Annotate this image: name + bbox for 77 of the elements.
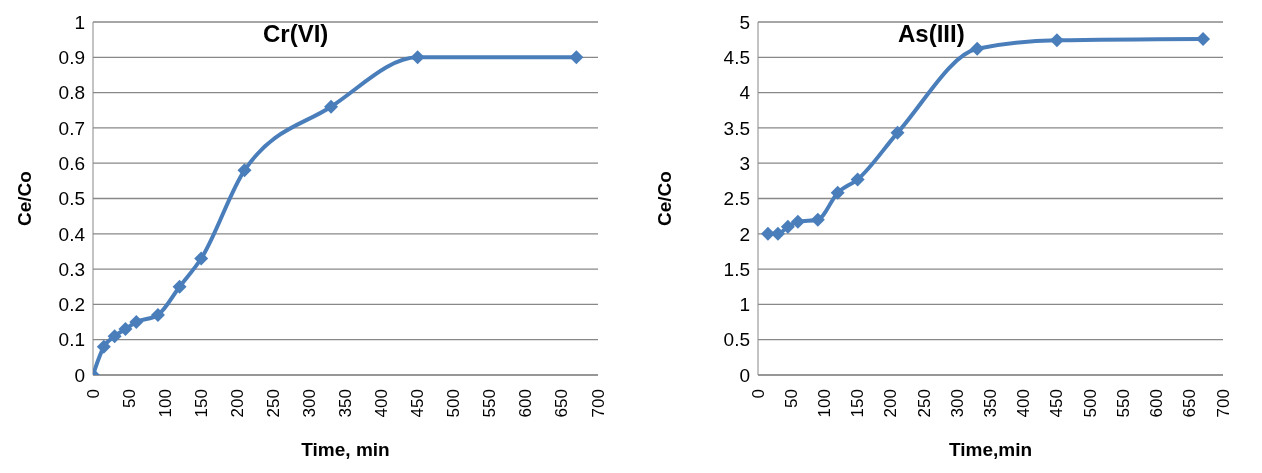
y-tick-label: 4: [739, 82, 751, 104]
x-tick-label: 100: [814, 389, 834, 418]
y-axis-title: Ce/Co: [13, 171, 35, 226]
point: [107, 329, 122, 344]
point: [194, 251, 209, 266]
point: [1196, 31, 1211, 46]
x-tick-label: 500: [1080, 389, 1100, 418]
x-tick-label: 500: [444, 389, 464, 418]
y-tick-label: 4.5: [723, 47, 750, 69]
point: [172, 279, 187, 294]
x-tick-label: 350: [336, 389, 355, 418]
x-tick-label: 400: [1014, 389, 1034, 418]
point: [780, 219, 795, 234]
x-tick-label: 0: [748, 389, 768, 399]
x-tick-label: 550: [480, 389, 500, 418]
y-tick-label: 0.2: [58, 294, 85, 316]
x-tick-label: 650: [1180, 389, 1200, 418]
y-tick-label: 3.5: [723, 117, 750, 139]
x-tick-label: 0: [83, 389, 103, 399]
x-tick-label: 250: [914, 389, 934, 418]
chart-title: Cr(VI): [263, 20, 329, 48]
point: [1049, 33, 1064, 48]
x-tick-label: 50: [781, 389, 801, 408]
x-tick-label: 600: [1147, 389, 1167, 418]
x-tick-label: 300: [947, 389, 967, 418]
x-axis-title: Time, min: [301, 439, 390, 460]
x-tick-label: 700: [588, 389, 608, 418]
y-tick-label: 1: [739, 294, 750, 316]
x-tick-label: 150: [191, 389, 211, 418]
x-tick-label: 650: [552, 389, 572, 418]
x-tick-label: 50: [119, 389, 139, 408]
point: [790, 214, 805, 229]
y-tick-label: 0.8: [58, 82, 85, 104]
x-tick-label: 200: [881, 389, 901, 418]
x-tick-label: 600: [516, 389, 536, 418]
point: [850, 172, 865, 187]
y-tick-label: 2.5: [723, 188, 750, 210]
point: [150, 307, 165, 322]
point: [970, 41, 985, 56]
point: [810, 212, 825, 227]
point: [830, 185, 845, 200]
y-tick-label: 0.4: [58, 223, 86, 245]
y-tick-label: 0.1: [58, 329, 85, 351]
point: [237, 163, 252, 178]
x-tick-label: 250: [263, 389, 283, 418]
y-tick-label: 0.3: [58, 258, 85, 280]
y-tick-label: 0.6: [58, 152, 85, 174]
x-tick-label: 200: [227, 389, 247, 418]
x-tick-label: 550: [1113, 389, 1133, 418]
y-tick-label: 5: [739, 11, 750, 33]
x-axis-title: Time,min: [948, 439, 1033, 460]
y-tick-label: 0.9: [58, 47, 85, 69]
point: [118, 322, 133, 337]
x-tick-label: 700: [1213, 389, 1233, 418]
chart-title: As(III): [898, 20, 965, 48]
point: [410, 50, 425, 65]
y-tick-label: 0.5: [58, 188, 85, 210]
x-tick-label: 100: [155, 389, 175, 418]
y-tick-label: 0.5: [723, 329, 750, 351]
y-tick-label: 1: [74, 11, 85, 33]
point: [129, 315, 144, 330]
x-tick-label: 450: [1047, 389, 1067, 418]
x-tick-label: 150: [848, 389, 868, 418]
y-tick-label: 0.7: [58, 117, 85, 139]
x-tick-label: 300: [299, 389, 319, 418]
point: [96, 339, 111, 354]
point: [890, 125, 905, 140]
y-axis-title: Ce/Co: [653, 171, 675, 226]
y-tick-label: 1.5: [723, 258, 750, 280]
point: [760, 226, 775, 241]
point: [324, 99, 339, 114]
y-tick-label: 2: [739, 223, 750, 245]
x-tick-label: 400: [372, 389, 392, 418]
x-tick-label: 450: [408, 389, 428, 418]
x-tick-label: 350: [981, 389, 1000, 418]
y-tick-label: 3: [739, 152, 750, 174]
point: [569, 50, 584, 65]
